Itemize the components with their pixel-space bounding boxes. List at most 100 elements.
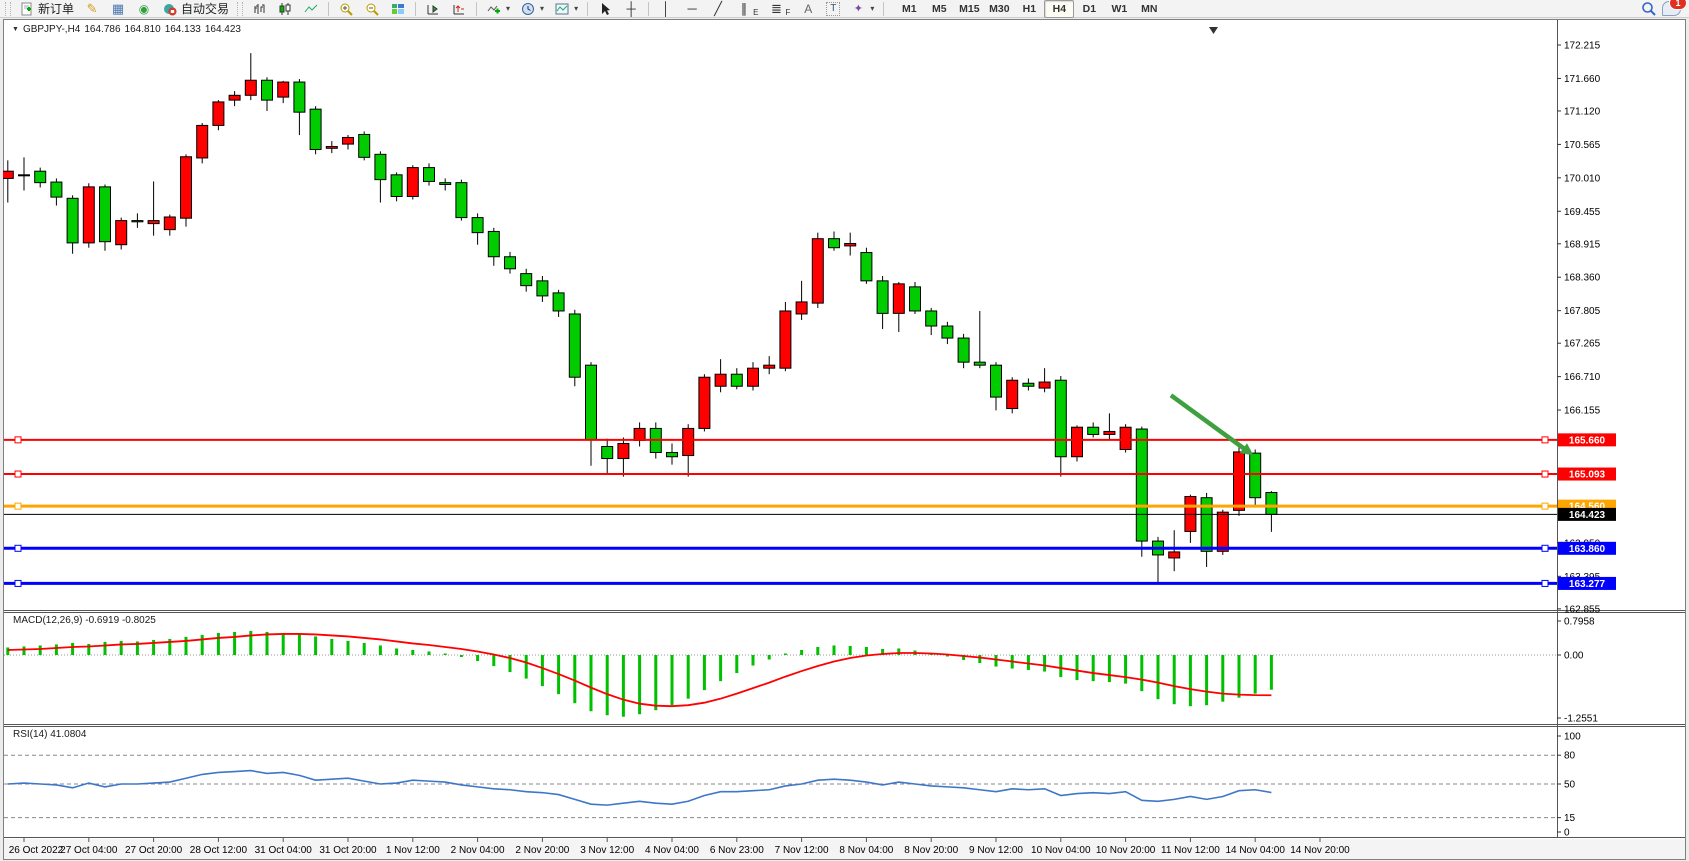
macd-layer [4, 630, 1557, 717]
candle [1087, 426, 1100, 435]
toolbar-separator [476, 1, 478, 16]
candle [504, 256, 516, 270]
timeframe-button-w1[interactable]: W1 [1111, 2, 1128, 15]
timeframe-button-m15[interactable]: M15 [959, 2, 980, 15]
toolbar-grip[interactable] [5, 1, 11, 16]
price-tick-label: 171.660 [1564, 74, 1601, 85]
candle [34, 170, 47, 184]
price-label-165.660: 165.660 [1558, 433, 1616, 447]
templates-dropdown-caret: ▾ [574, 4, 579, 13]
indicators-icon [486, 1, 502, 17]
candle [244, 79, 257, 96]
candle [196, 124, 209, 159]
chart-shift-button[interactable] [446, 0, 472, 18]
arrows-tool-button[interactable]: ✦ ▾ [845, 0, 879, 18]
periods-button[interactable]: ▾ [515, 0, 549, 18]
candle [261, 79, 273, 101]
market-depth-button[interactable]: ▦ [105, 0, 131, 18]
vertical-line-tool-button[interactable]: │ [653, 0, 679, 18]
crosshair-tool-button[interactable]: ┼ [618, 0, 644, 18]
candle [1038, 381, 1051, 389]
candle [828, 238, 840, 249]
chart-window[interactable]: 172.215 171.660 171.120 170.565 170.010 169.4… [3, 19, 1686, 860]
candle [601, 445, 614, 460]
price-line-165.093[interactable] [4, 470, 1557, 478]
signals-icon: ◉ [138, 1, 150, 16]
candle [568, 313, 581, 378]
candle [439, 182, 452, 185]
templates-button[interactable]: ▾ [549, 0, 583, 18]
price-line-163.277[interactable] [4, 579, 1557, 587]
cursor-tool-button[interactable] [592, 0, 618, 18]
timeframe-button-m30[interactable]: M30 [989, 2, 1010, 15]
price-tick-label: 168.915 [1564, 239, 1601, 250]
indicators-button[interactable]: ▾ [481, 0, 515, 18]
timeframe-button-m1[interactable]: M1 [902, 2, 917, 15]
price-chart-canvas[interactable]: 172.215 171.660 171.120 170.565 170.010 169.4… [3, 19, 1686, 860]
time-axis-label: 1 Nov 12:00 [386, 845, 440, 856]
macd-signal-line [7, 633, 1272, 708]
pane-separator[interactable] [4, 724, 1685, 727]
price-label-164.423: 164.423 [1558, 507, 1616, 521]
bar-chart-mode-button[interactable] [246, 0, 272, 18]
price-line-163.860[interactable] [4, 544, 1557, 552]
price-tick-label: 162.855 [1564, 604, 1601, 615]
candlestick-mode-button[interactable] [272, 0, 298, 18]
rsi-indicator-label: RSI(14) 41.0804 [13, 729, 87, 740]
candle [536, 280, 549, 297]
timeframe-button-h1[interactable]: H1 [1022, 2, 1037, 15]
candle [876, 280, 889, 314]
chart-shift-marker[interactable] [1209, 27, 1218, 34]
timeframe-button-h4[interactable]: H4 [1044, 0, 1075, 18]
symbol-dropdown-icon[interactable]: ▼ [12, 26, 19, 33]
timeframe-button-mn[interactable]: MN [1141, 2, 1158, 15]
fibonacci-tool-button[interactable]: ≣ F [763, 0, 795, 18]
horizontal-line-tool-button[interactable]: ─ [679, 0, 705, 18]
crayon-tool-button[interactable]: ✎ [79, 0, 105, 18]
toolbar-right-group: 1 [1640, 0, 1687, 17]
candle [844, 242, 857, 247]
crayon-icon: ✎ [86, 0, 98, 16]
candle [860, 252, 873, 282]
time-axis-strip [4, 839, 1685, 859]
trendline-tool-button[interactable]: ╱ [705, 0, 731, 18]
zoom-in-icon [338, 1, 354, 17]
candle [228, 94, 241, 101]
candle [795, 301, 808, 315]
candle [892, 283, 905, 314]
text-tool-button[interactable]: A [795, 0, 821, 18]
auto-scroll-button[interactable] [420, 0, 446, 18]
chart-window-border [3, 19, 1686, 860]
time-axis-label: 27 Oct 04:00 [60, 845, 118, 856]
clock-icon [520, 1, 536, 17]
signals-button[interactable]: ◉ [131, 0, 157, 18]
candle [714, 373, 727, 387]
candle [487, 230, 500, 258]
price-line-165.660[interactable] [4, 436, 1557, 444]
time-axis-label: 14 Nov 20:00 [1290, 845, 1350, 856]
trend-down-arrow[interactable] [1169, 393, 1254, 456]
candle [1103, 430, 1116, 435]
candle [180, 156, 192, 219]
arrows-tool-icon: ✦ [853, 2, 863, 15]
toolbar-grip[interactable] [237, 1, 244, 16]
pane-separator[interactable] [4, 610, 1685, 613]
text-label-tool-button[interactable]: T [821, 0, 845, 18]
line-chart-mode-button[interactable] [298, 0, 324, 18]
tile-windows-button[interactable] [385, 0, 411, 18]
auto-trading-button[interactable]: 自动交易 [157, 0, 234, 18]
channel-sub-label: E [753, 7, 759, 17]
rsi-tick-label: 80 [1564, 751, 1576, 762]
timeframe-button-m5[interactable]: M5 [932, 2, 947, 15]
zoom-out-button[interactable] [359, 0, 385, 18]
price-line-164.560[interactable] [4, 502, 1557, 510]
channel-tool-button[interactable]: ∥ E [731, 0, 763, 18]
new-order-button[interactable]: 新订单 [14, 0, 79, 18]
notifications-icon[interactable]: 1 [1662, 0, 1687, 16]
candle [82, 186, 95, 244]
zoom-in-button[interactable] [333, 0, 359, 18]
candle [374, 153, 387, 181]
candle [973, 361, 986, 366]
timeframe-button-d1[interactable]: D1 [1082, 2, 1097, 15]
search-icon[interactable] [1640, 1, 1656, 17]
